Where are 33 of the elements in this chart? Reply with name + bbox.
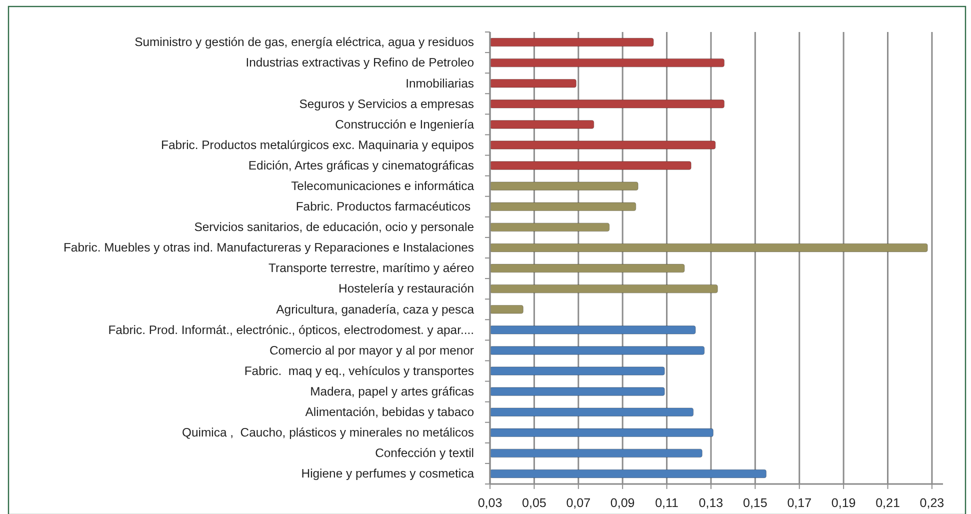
x-tick-label: 0,15 bbox=[743, 496, 768, 510]
y-tick-label: Construcción e Ingeniería bbox=[335, 117, 474, 132]
y-tick-label: Fabric. maq y eq., vehículos y transportes bbox=[244, 364, 474, 378]
x-tick-label: 0,05 bbox=[522, 496, 546, 510]
x-tick-label: 0,07 bbox=[566, 496, 591, 510]
y-tick-label: Transporte terrestre, marítimo y aéreo bbox=[268, 261, 474, 276]
y-tick-label: Industrias extractivas y Refino de Petroleo bbox=[246, 56, 474, 70]
y-tick-label: Telecomunicaciones e informática bbox=[291, 178, 474, 193]
y-tick-label: Madera, papel y artes gráficas bbox=[310, 384, 474, 398]
y-tick-label: Higiene y perfumes y cosmetica bbox=[301, 466, 474, 481]
x-tick-label: 0,13 bbox=[698, 496, 724, 510]
y-tick-label: Servicios sanitarios, de educación, ocio y personale bbox=[194, 220, 474, 234]
x-tick-label: 0,09 bbox=[610, 496, 635, 510]
y-tick-label: Fabric. Productos farmacéuticos bbox=[296, 200, 474, 214]
x-tick-label: 0,19 bbox=[831, 496, 856, 510]
y-tick-label: Agricultura, ganadería, caza y pesca bbox=[276, 302, 474, 316]
y-tick-label: Hostelería y restauración bbox=[338, 282, 474, 296]
y-tick-label: Inmobiliarias bbox=[406, 76, 474, 90]
x-tick-label: 0,03 bbox=[478, 496, 502, 510]
x-tick-label: 0,23 bbox=[920, 496, 944, 510]
y-tick-label: Fabric. Muebles y otras ind. Manufactureras y Reparaciones e Instalaciones bbox=[63, 240, 474, 255]
x-tick-label: 0,11 bbox=[655, 496, 679, 510]
y-tick-label: Suministro y gestión de gas, energía eléctrica, agua y residuos bbox=[134, 35, 474, 50]
y-tick-label: Fabric. Productos metalúrgicos exc. Maquinaria y equipos bbox=[161, 138, 474, 152]
y-tick-label: Seguros y Servicios a empresas bbox=[299, 96, 474, 111]
x-tick-label: 0,21 bbox=[876, 496, 900, 510]
y-tick-label: Comercio al por mayor y al por menor bbox=[269, 343, 474, 358]
y-tick-label: Edición, Artes gráficas y cinematográficas bbox=[248, 158, 474, 172]
y-tick-label: Alimentación, bebidas y tabaco bbox=[305, 404, 474, 419]
y-tick-label: Quimica , Caucho, plásticos y minerales no metálicos bbox=[182, 426, 474, 440]
x-tick-label: 0,17 bbox=[787, 496, 812, 510]
y-tick-label: Fabric. Prod. Informát., electrónic., ópticos, electrodomest. y apar.... bbox=[108, 322, 474, 337]
y-tick-label: Confección y textil bbox=[375, 446, 474, 460]
